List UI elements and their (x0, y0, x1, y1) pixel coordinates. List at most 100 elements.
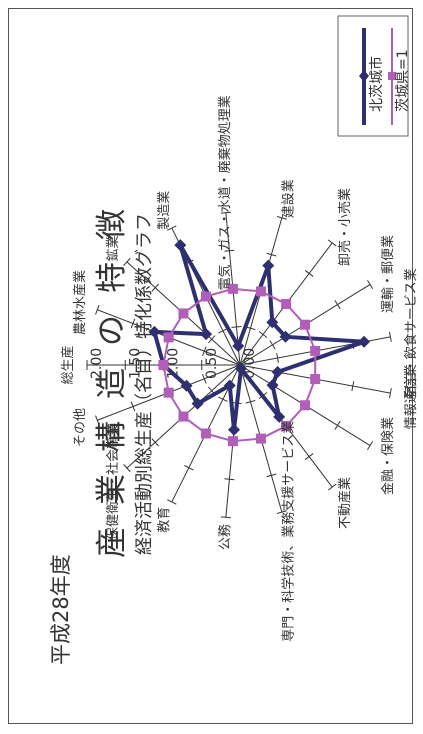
data-point-pref (163, 332, 174, 343)
category-label: 金融・保険業 (380, 417, 396, 495)
category-label: 建設業 (280, 179, 296, 218)
axis-tick (123, 257, 131, 266)
legend-box (337, 15, 409, 137)
legend: 北茨城市 茨城県=1 (337, 15, 411, 137)
category-label: 運輸・郵便業 (380, 235, 396, 313)
axis-tick (218, 396, 228, 402)
category-label: 鉱業 (105, 236, 121, 262)
axis-tick (327, 483, 337, 491)
data-point-city (266, 316, 279, 329)
data-point-city (235, 362, 248, 375)
data-point-pref (310, 374, 321, 385)
axis-tick (334, 300, 341, 310)
axis-tick (184, 465, 194, 471)
data-point-city (266, 379, 279, 392)
radial-tick-label: 0.00 (242, 348, 258, 379)
axis-tick (167, 499, 177, 505)
series-line-city (152, 243, 367, 432)
chart-header: 平成28年度 産業構造の特徴 経済活動別総生産（名目）特化係数グラフ (49, 187, 155, 665)
category-label: 電気・ガス・水道・廃棄物処理業 (217, 95, 233, 290)
axis-tick (231, 325, 242, 328)
axis-tick (276, 215, 287, 220)
radial-tick-label: 0.50 (204, 348, 220, 379)
data-point-pref (200, 291, 211, 302)
axis-tick (167, 225, 177, 231)
axis-tick (388, 388, 392, 399)
axis-tick (304, 453, 314, 460)
axis-tick (218, 328, 228, 334)
category-label: 不動産業 (337, 477, 353, 529)
axis-tick (327, 239, 337, 247)
data-point-pref (310, 345, 321, 356)
category-label: その他 (73, 408, 88, 447)
data-point-city (279, 330, 292, 343)
chart-title: 産業構造の特徴 (94, 187, 130, 558)
axis-tick (304, 270, 314, 277)
axis-tick (220, 516, 231, 519)
data-point-city (262, 259, 275, 272)
category-label: 宿泊・飲食サービス業 (403, 268, 419, 398)
category-label: 製造業 (156, 191, 172, 230)
data-point-pref (281, 421, 292, 432)
axis-tick (224, 249, 235, 252)
chart-frame (8, 8, 413, 724)
data-point-city (223, 379, 236, 392)
data-point-pref (255, 286, 266, 297)
legend-marker-pref (388, 72, 396, 80)
legend-marker-city (359, 70, 369, 82)
axis-tick (276, 510, 287, 515)
data-point-city (232, 339, 245, 352)
chart-subtitle: 経済活動別総生産（名目）特化係数グラフ (134, 213, 155, 555)
axis-tick (351, 381, 355, 392)
data-point-pref (227, 436, 238, 447)
axis-tick (123, 464, 131, 473)
axis-tick (245, 399, 256, 404)
axis-tick (95, 304, 100, 315)
category-label: 教育 (156, 507, 172, 533)
data-point-pref (178, 308, 189, 319)
data-point-city (358, 335, 371, 348)
data-point-city (148, 325, 161, 338)
data-point-city (191, 397, 204, 410)
axis-tick (334, 420, 341, 430)
axis-tick (266, 473, 277, 478)
data-point-pref (300, 319, 311, 330)
axis-tick (130, 318, 136, 329)
axis-tick (388, 331, 392, 342)
data-point-city (228, 423, 241, 436)
category-label: 総生産 (60, 345, 76, 384)
legend-label-city: 北茨城市 (368, 56, 385, 112)
axis-tick (130, 401, 136, 412)
data-point-pref (281, 298, 292, 309)
data-point-pref (255, 433, 266, 444)
data-point-city (174, 239, 187, 252)
axis-tick (202, 346, 207, 357)
category-label: 専門・科学技術、業務支援サービス業 (280, 421, 296, 642)
data-point-pref (158, 360, 169, 370)
axis-tick (258, 331, 268, 338)
axis-tick (269, 340, 276, 350)
axis-tick (220, 211, 231, 214)
radial-tick-label: 2.00 (89, 348, 105, 379)
year-label: 平成28年度 (49, 554, 73, 665)
axis-tick (266, 252, 277, 257)
legend-label-pref: 茨城県=1 (395, 49, 411, 112)
axis-tick (151, 283, 159, 292)
category-label: 情報通信業 (403, 364, 419, 429)
axis-tick (367, 441, 374, 451)
data-point-pref (163, 387, 174, 398)
axis-tick (95, 415, 100, 426)
data-point-pref (178, 411, 189, 422)
radial-tick-label: 1.50 (127, 348, 143, 379)
category-label: 公務 (218, 524, 233, 550)
data-point-pref (200, 428, 211, 439)
axis-tick (202, 373, 207, 384)
axis-tick (367, 279, 374, 289)
axis-tick (276, 352, 280, 363)
category-label: 卸売・小売業 (337, 188, 353, 266)
data-point-city (271, 366, 284, 379)
category-label: 農林水産業 (72, 270, 88, 335)
data-point-city (200, 328, 213, 341)
